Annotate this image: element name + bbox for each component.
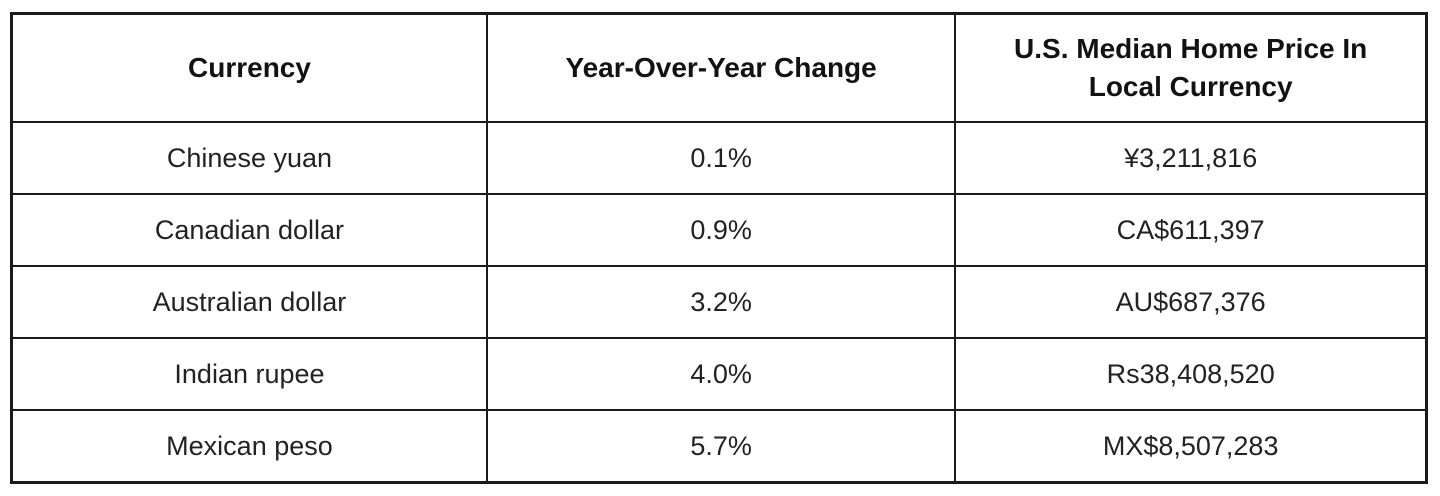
header-currency: Currency (10, 12, 488, 123)
cell-median-price: MX$8,507,283 (954, 409, 1428, 484)
table-row-indian-rupee: Indian rupee 4.0% Rs38,408,520 (10, 337, 1428, 411)
cell-currency: Mexican peso (10, 409, 488, 484)
cell-median-price: Rs38,408,520 (954, 337, 1428, 411)
table-header-row: Currency Year-Over-Year Change U.S. Medi… (10, 12, 1428, 123)
cell-median-price: CA$611,397 (954, 193, 1428, 267)
cell-yoy-change: 0.1% (485, 121, 957, 195)
header-median-price: U.S. Median Home Price In Local Currency (954, 12, 1428, 123)
table-row-mexican-peso: Mexican peso 5.7% MX$8,507,283 (10, 409, 1428, 484)
cell-currency: Indian rupee (10, 337, 488, 411)
cell-yoy-change: 5.7% (485, 409, 957, 484)
cell-yoy-change: 3.2% (485, 265, 957, 339)
table-row-canadian-dollar: Canadian dollar 0.9% CA$611,397 (10, 193, 1428, 267)
header-yoy-change: Year-Over-Year Change (485, 12, 957, 123)
cell-currency: Canadian dollar (10, 193, 488, 267)
cell-median-price: ¥3,211,816 (954, 121, 1428, 195)
cell-currency: Australian dollar (10, 265, 488, 339)
cell-currency: Chinese yuan (10, 121, 488, 195)
cell-yoy-change: 4.0% (485, 337, 957, 411)
table-row-australian-dollar: Australian dollar 3.2% AU$687,376 (10, 265, 1428, 339)
currency-comparison-table: Currency Year-Over-Year Change U.S. Medi… (10, 12, 1428, 484)
table-row-chinese-yuan: Chinese yuan 0.1% ¥3,211,816 (10, 121, 1428, 195)
cell-median-price: AU$687,376 (954, 265, 1428, 339)
cell-yoy-change: 0.9% (485, 193, 957, 267)
